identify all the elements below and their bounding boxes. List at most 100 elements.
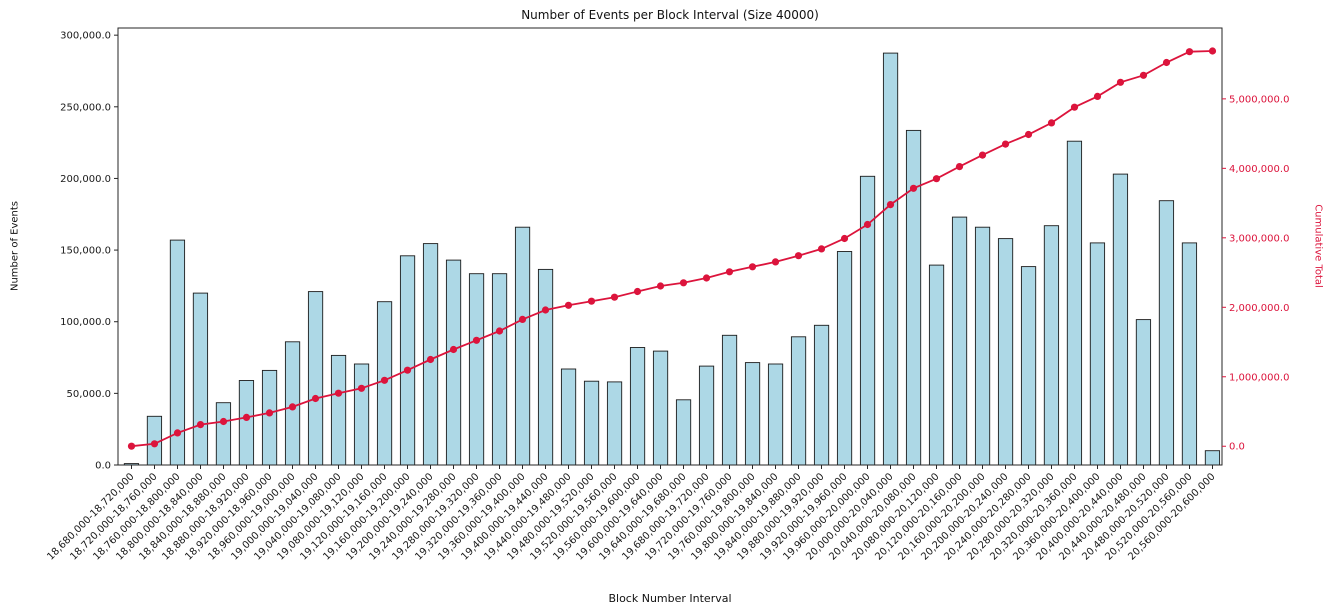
cumulative-marker bbox=[219, 417, 228, 426]
cumulative-marker bbox=[196, 421, 205, 429]
cumulative-marker bbox=[863, 220, 872, 229]
cumulative-marker bbox=[334, 389, 343, 397]
bar bbox=[445, 259, 462, 466]
cumulative-marker bbox=[1047, 119, 1056, 127]
y-tick-label-right: 0.0 bbox=[1229, 442, 1245, 453]
bar bbox=[399, 255, 416, 466]
cumulative-marker bbox=[564, 301, 573, 309]
bar bbox=[514, 226, 531, 466]
y-tick-label-left: 250,000.0 bbox=[60, 102, 111, 113]
bar bbox=[238, 380, 255, 466]
cumulative-marker bbox=[955, 163, 964, 171]
bar bbox=[1089, 242, 1106, 466]
cumulative-marker bbox=[541, 306, 550, 314]
cumulative-marker bbox=[909, 184, 918, 192]
bar bbox=[813, 324, 830, 466]
cumulative-marker bbox=[1093, 92, 1102, 100]
cumulative-marker bbox=[978, 151, 987, 159]
bar bbox=[1181, 242, 1198, 466]
bar bbox=[215, 402, 232, 466]
bar bbox=[1158, 200, 1175, 466]
y-tick-label-right: 2,000,000.0 bbox=[1229, 303, 1289, 314]
bar bbox=[192, 292, 209, 466]
cumulative-marker bbox=[932, 175, 941, 183]
bar bbox=[1020, 266, 1037, 466]
bar bbox=[1135, 319, 1152, 466]
cumulative-marker bbox=[288, 403, 297, 411]
bar bbox=[882, 52, 899, 466]
bar bbox=[790, 336, 807, 466]
bar bbox=[721, 334, 738, 466]
bar bbox=[675, 399, 692, 466]
bar bbox=[330, 354, 347, 466]
y-tick-label-right: 5,000,000.0 bbox=[1229, 94, 1289, 105]
y-tick-label-right: 4,000,000.0 bbox=[1229, 164, 1289, 175]
bar bbox=[583, 380, 600, 466]
cumulative-marker bbox=[495, 327, 504, 335]
cumulative-marker bbox=[702, 274, 711, 282]
bar bbox=[606, 381, 623, 466]
bar bbox=[468, 273, 485, 466]
cumulative-marker bbox=[1139, 71, 1148, 79]
cumulative-marker bbox=[679, 279, 688, 287]
y-tick-label-left: 100,000.0 bbox=[60, 317, 111, 328]
bar bbox=[353, 363, 370, 466]
y-tick-label-right: 1,000,000.0 bbox=[1229, 372, 1289, 383]
bar bbox=[537, 268, 554, 466]
cumulative-marker bbox=[426, 355, 435, 364]
y-tick-label-right: 3,000,000.0 bbox=[1229, 233, 1289, 244]
cumulative-marker bbox=[725, 268, 734, 276]
cumulative-marker bbox=[633, 287, 642, 296]
chart-title: Number of Events per Block Interval (Siz… bbox=[521, 8, 819, 22]
cumulative-marker bbox=[587, 297, 596, 305]
bar bbox=[422, 243, 439, 466]
y-tick-label-left: 150,000.0 bbox=[60, 246, 111, 257]
cumulative-marker bbox=[748, 263, 757, 271]
cumulative-marker bbox=[1116, 78, 1125, 86]
bar bbox=[1043, 225, 1060, 466]
bar bbox=[767, 363, 784, 466]
cumulative-marker bbox=[449, 345, 458, 354]
cumulative-marker bbox=[265, 409, 274, 417]
bar bbox=[307, 291, 324, 466]
bar bbox=[836, 251, 853, 466]
y-tick-label-left: 200,000.0 bbox=[60, 174, 111, 185]
bar bbox=[951, 216, 968, 466]
bar bbox=[744, 362, 761, 466]
cumulative-marker bbox=[656, 282, 665, 290]
y-tick-label-left: 0.0 bbox=[95, 461, 111, 472]
cumulative-marker bbox=[610, 293, 619, 301]
cumulative-marker bbox=[311, 394, 320, 403]
bar bbox=[1204, 450, 1221, 466]
cumulative-marker bbox=[817, 245, 826, 253]
bar bbox=[629, 347, 646, 466]
bar bbox=[698, 365, 715, 466]
cumulative-marker bbox=[127, 442, 136, 450]
cumulative-marker bbox=[403, 366, 412, 374]
cumulative-marker bbox=[840, 234, 849, 243]
bar bbox=[560, 368, 577, 466]
cumulative-marker bbox=[173, 429, 182, 437]
cumulative-marker bbox=[1001, 140, 1010, 148]
bar bbox=[1112, 173, 1129, 466]
cumulative-marker bbox=[242, 413, 251, 421]
bar bbox=[997, 238, 1014, 466]
cumulative-marker bbox=[1162, 58, 1171, 67]
bar bbox=[928, 264, 945, 466]
cumulative-marker bbox=[380, 376, 389, 384]
bar bbox=[491, 273, 508, 466]
cumulative-marker bbox=[1024, 130, 1033, 139]
cumulative-marker bbox=[518, 315, 527, 323]
y-tick-label-left: 300,000.0 bbox=[60, 31, 111, 42]
bar bbox=[1066, 140, 1083, 466]
cumulative-marker bbox=[794, 252, 803, 260]
y-tick-label-left: 50,000.0 bbox=[66, 389, 111, 400]
cumulative-marker bbox=[357, 384, 366, 392]
bar bbox=[905, 129, 922, 466]
cumulative-marker bbox=[472, 336, 481, 344]
bar bbox=[652, 350, 669, 466]
bar bbox=[261, 369, 278, 466]
bar bbox=[974, 226, 991, 466]
